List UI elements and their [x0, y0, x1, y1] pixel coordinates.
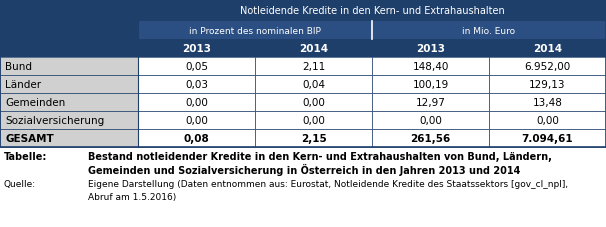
Bar	[372, 40, 489, 58]
Text: 2014: 2014	[533, 44, 562, 54]
Text: Gemeinden: Gemeinden	[5, 98, 65, 108]
Text: GESAMT: GESAMT	[5, 133, 54, 143]
Text: 261,56: 261,56	[410, 133, 451, 143]
Text: 0,03: 0,03	[185, 80, 208, 90]
Bar	[138, 111, 255, 129]
Bar	[0, 22, 138, 40]
Bar	[255, 129, 372, 147]
Text: 0,05: 0,05	[185, 62, 208, 72]
Text: 0,00: 0,00	[302, 116, 325, 126]
Bar	[255, 76, 372, 94]
Text: 129,13: 129,13	[529, 80, 566, 90]
Bar	[489, 111, 606, 129]
Bar	[372, 76, 489, 94]
Bar	[0, 76, 138, 94]
Bar	[489, 94, 606, 111]
Text: 0,00: 0,00	[419, 116, 442, 126]
Bar	[372, 22, 373, 40]
Bar	[372, 111, 489, 129]
Bar	[138, 40, 255, 58]
Bar	[0, 129, 138, 147]
Bar	[372, 94, 489, 111]
Text: Bestand notleidender Kredite in den Kern- und Extrahaushalten von Bund, Ländern,: Bestand notleidender Kredite in den Kern…	[88, 151, 552, 161]
Text: Tabelle:: Tabelle:	[4, 151, 47, 161]
Text: 0,04: 0,04	[302, 80, 325, 90]
Bar	[0, 0, 606, 147]
Text: Bund: Bund	[5, 62, 32, 72]
Bar	[0, 111, 138, 129]
Bar	[255, 58, 372, 76]
Text: 2013: 2013	[182, 44, 211, 54]
Bar	[489, 129, 606, 147]
Bar	[489, 58, 606, 76]
Bar	[489, 40, 606, 58]
Bar	[138, 94, 255, 111]
Text: 2013: 2013	[416, 44, 445, 54]
Text: 13,48: 13,48	[533, 98, 562, 108]
Bar	[372, 129, 489, 147]
Text: Sozialversicherung: Sozialversicherung	[5, 116, 104, 126]
Bar	[255, 40, 372, 58]
Bar	[255, 111, 372, 129]
Bar	[372, 22, 606, 40]
Text: 100,19: 100,19	[412, 80, 448, 90]
Text: Gemeinden und Sozialversicherung in Österreich in den Jahren 2013 und 2014: Gemeinden und Sozialversicherung in Öste…	[88, 163, 521, 175]
Text: 0,00: 0,00	[185, 116, 208, 126]
Bar	[0, 94, 138, 111]
Bar	[0, 40, 138, 58]
Bar	[138, 58, 255, 76]
Bar	[372, 58, 489, 76]
Text: 12,97: 12,97	[416, 98, 445, 108]
Text: Eigene Darstellung (Daten entnommen aus: Eurostat, Notleidende Kredite des Staat: Eigene Darstellung (Daten entnommen aus:…	[88, 179, 568, 188]
Text: 6.952,00: 6.952,00	[524, 62, 571, 72]
Text: 2014: 2014	[299, 44, 328, 54]
Bar	[255, 94, 372, 111]
Text: 2,15: 2,15	[301, 133, 327, 143]
Bar	[138, 22, 372, 40]
Bar	[138, 0, 606, 22]
Text: 7.094,61: 7.094,61	[522, 133, 573, 143]
Text: Abruf am 1.5.2016): Abruf am 1.5.2016)	[88, 192, 176, 201]
Text: 0,00: 0,00	[185, 98, 208, 108]
Text: 2,11: 2,11	[302, 62, 325, 72]
Text: Quelle:: Quelle:	[4, 179, 36, 188]
Text: 148,40: 148,40	[412, 62, 448, 72]
Bar	[138, 129, 255, 147]
Bar	[0, 58, 138, 76]
Bar	[489, 76, 606, 94]
Text: Länder: Länder	[5, 80, 41, 90]
Text: Notleidende Kredite in den Kern- und Extrahaushalten: Notleidende Kredite in den Kern- und Ext…	[239, 6, 504, 16]
Text: 0,08: 0,08	[184, 133, 210, 143]
Text: in Mio. Euro: in Mio. Euro	[462, 26, 516, 35]
Text: in Prozent des nominalen BIP: in Prozent des nominalen BIP	[189, 26, 321, 35]
Text: 0,00: 0,00	[536, 116, 559, 126]
Text: 0,00: 0,00	[302, 98, 325, 108]
Bar	[138, 76, 255, 94]
Bar	[0, 0, 138, 22]
